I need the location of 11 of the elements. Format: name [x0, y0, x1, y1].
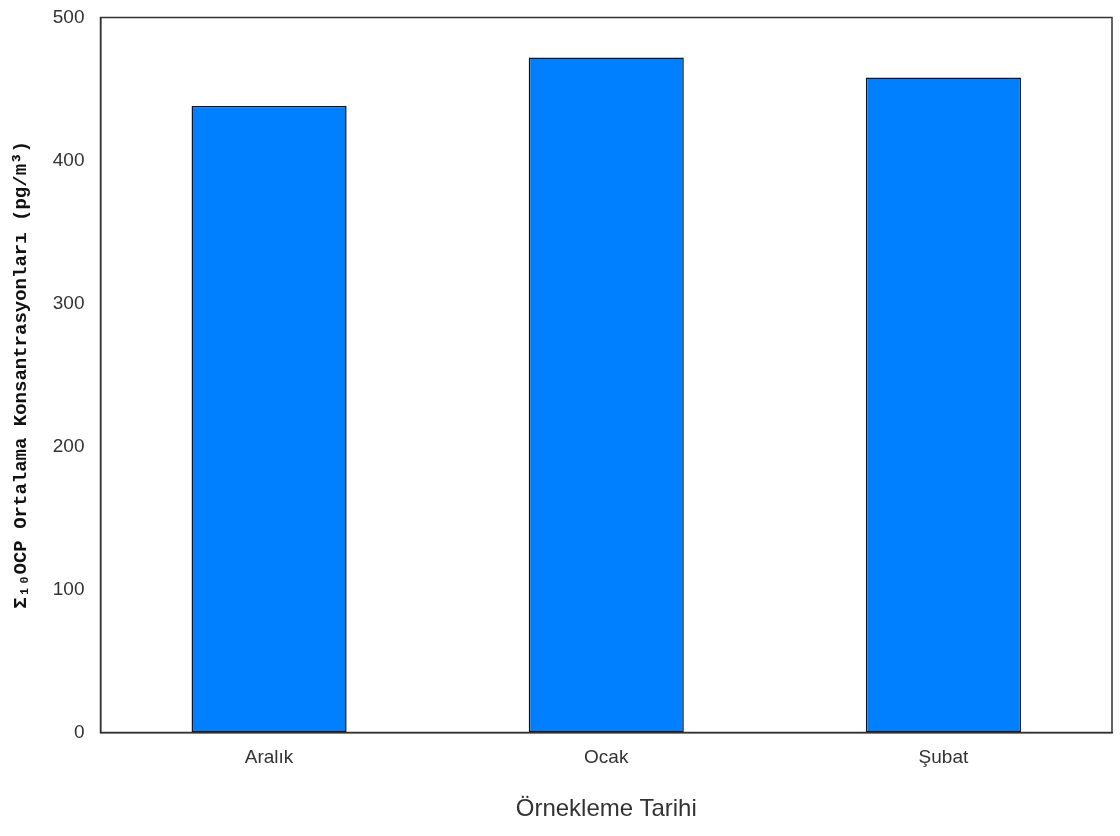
x-tick-label: Aralık — [244, 746, 294, 768]
y-tick-label: 0 — [73, 720, 85, 742]
y-tick-label: 400 — [52, 148, 85, 170]
y-tick-label: 100 — [52, 577, 85, 599]
y-tick-label: 500 — [52, 5, 85, 27]
y-axis-title: Σ₁₀OCP Ortalama Konsantrasyonları (pg/m³) — [10, 141, 33, 609]
y-tick-label: 200 — [52, 434, 85, 456]
x-axis-title: Örnekleme Tarihi — [515, 794, 697, 822]
x-tick-label: Şubat — [918, 746, 969, 768]
x-tick-label: Ocak — [584, 746, 629, 768]
y-tick-label: 300 — [52, 291, 85, 313]
